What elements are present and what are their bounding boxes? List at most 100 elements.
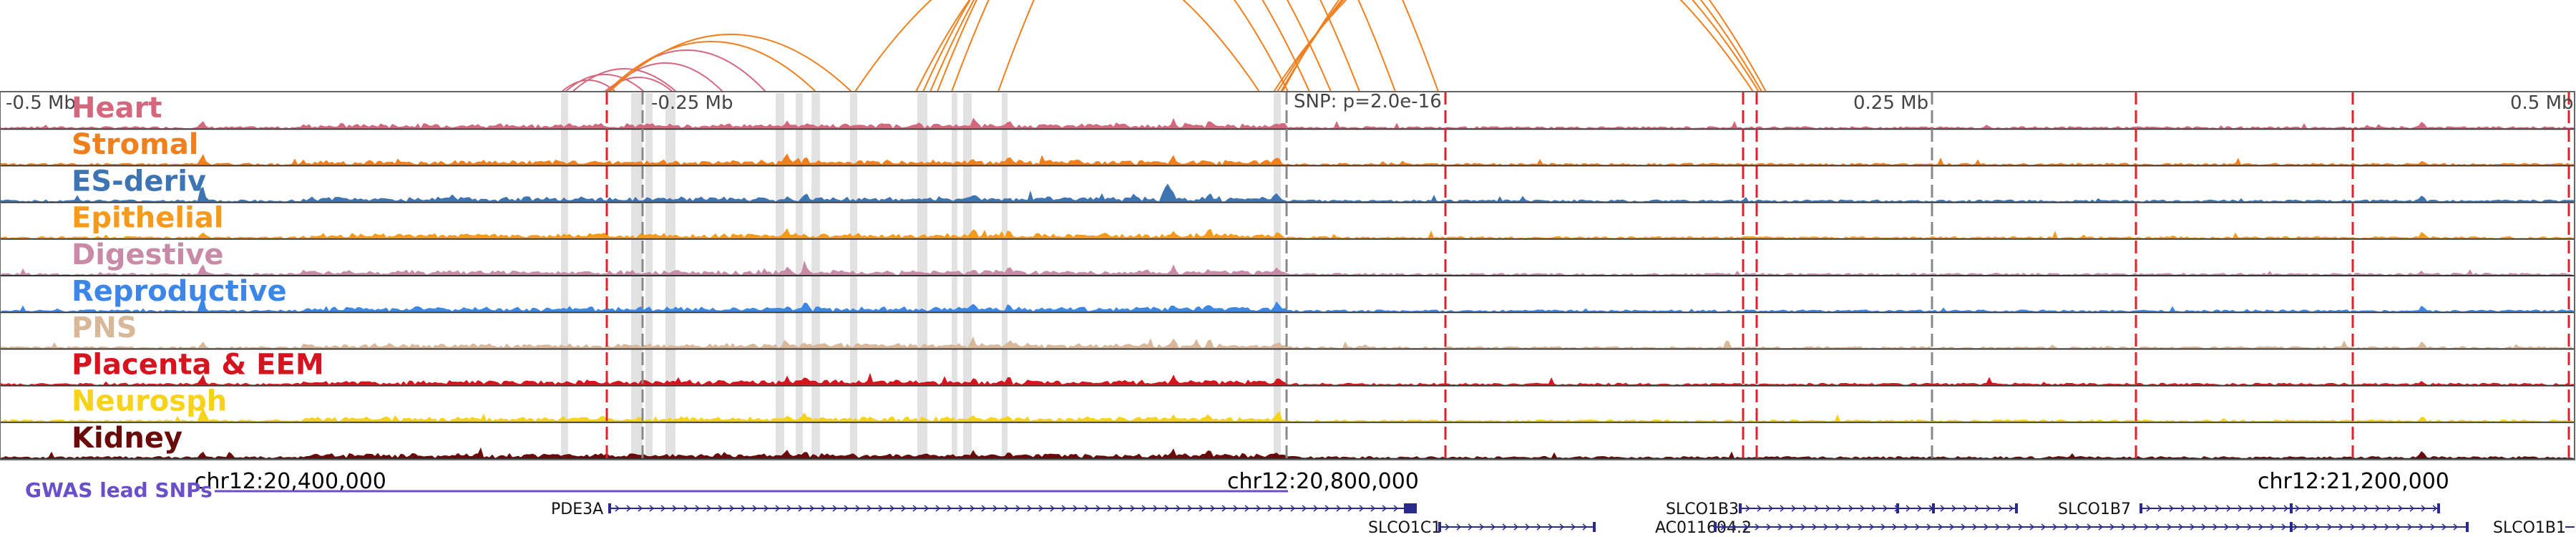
strand-arrow: [1858, 523, 1863, 531]
strand-arrow: [2350, 523, 2356, 531]
track-signal: [0, 153, 2575, 165]
strand-arrow: [1940, 505, 1946, 512]
track-stromal: [0, 153, 2575, 167]
strand-arrow: [1513, 523, 1519, 531]
strand-arrow: [2329, 505, 2335, 512]
strand-arrow: [2386, 505, 2392, 512]
strand-arrow: [1118, 505, 1124, 512]
strand-arrow: [2178, 523, 2184, 531]
strand-arrow: [2235, 523, 2241, 531]
exon: [2437, 503, 2440, 513]
strand-arrow: [660, 505, 666, 512]
track-label: Neurosph: [72, 385, 227, 418]
strand-arrow: [1892, 523, 1898, 531]
exon: [608, 503, 611, 513]
strand-arrow: [1324, 505, 1330, 512]
track-es-deriv: [0, 183, 2575, 203]
strand-arrow: [2157, 505, 2163, 512]
track-panel-border: [0, 91, 2575, 460]
interaction-arc: [997, 0, 1439, 92]
strand-arrow: [752, 505, 758, 512]
track-label: Digestive: [72, 238, 224, 271]
strand-arrow: [706, 505, 712, 512]
strand-arrow: [1502, 523, 1508, 531]
strand-arrow: [1015, 505, 1021, 512]
exon: [1932, 503, 1935, 513]
track-label: Reproductive: [72, 275, 287, 308]
strand-arrow: [2432, 505, 2438, 512]
strand-arrow: [912, 505, 918, 512]
strand-arrow: [1582, 523, 1588, 531]
strand-arrow: [1915, 523, 1921, 531]
strand-arrow: [1846, 523, 1852, 531]
strand-arrow: [1869, 523, 1875, 531]
gene-label-slco1b7: SLCO1B7: [2058, 500, 2131, 518]
strand-arrow: [844, 505, 849, 512]
strand-arrow: [1791, 505, 1797, 512]
strand-arrow: [901, 505, 907, 512]
strand-arrow: [1347, 505, 1353, 512]
strand-arrow: [2260, 505, 2266, 512]
strand-arrow: [1789, 523, 1795, 531]
strand-arrow: [2029, 523, 2035, 531]
exon: [1593, 522, 1596, 532]
strand-arrow: [2249, 505, 2255, 512]
strand-arrow: [1777, 523, 1783, 531]
track-label: Stromal: [72, 128, 199, 161]
strand-arrow: [821, 505, 826, 512]
strand-arrow: [2201, 523, 2207, 531]
strand-arrow: [729, 505, 735, 512]
gene-label-ac011604-2: AC011604.2: [1655, 519, 1752, 537]
strand-arrow: [1780, 505, 1785, 512]
snp-pvalue-label: SNP: p=2.0e-16: [1294, 91, 1442, 112]
track-label: Kidney: [72, 422, 182, 455]
interaction-arc: [1280, 0, 1762, 92]
strand-arrow: [958, 505, 964, 512]
strand-arrow: [2306, 505, 2312, 512]
track-epithelial: [0, 228, 2575, 240]
strand-arrow: [2338, 523, 2344, 531]
strand-arrow: [2169, 505, 2175, 512]
strand-arrow: [1210, 505, 1216, 512]
strand-arrow: [2018, 523, 2024, 531]
strand-arrow: [970, 505, 975, 512]
strand-arrow: [1176, 505, 1181, 512]
strand-arrow: [2247, 523, 2253, 531]
strand-arrow: [2283, 505, 2289, 512]
strand-arrow: [1812, 523, 1818, 531]
strand-arrow: [798, 505, 804, 512]
strand-arrow: [786, 505, 792, 512]
strand-arrow: [718, 505, 723, 512]
strand-arrow: [2155, 523, 2161, 531]
coordinate-right: chr12:21,200,000: [2258, 469, 2449, 494]
interaction-arc: [1277, 0, 1760, 92]
exon: [2290, 522, 2293, 532]
interaction-arc: [922, 0, 1310, 92]
strand-arrow: [1880, 523, 1886, 531]
strand-arrow: [1456, 523, 1462, 531]
strand-arrow: [878, 505, 884, 512]
strand-arrow: [2203, 505, 2209, 512]
strand-arrow: [1972, 523, 1978, 531]
exon: [1714, 522, 1717, 532]
strand-arrow: [2398, 505, 2404, 512]
strand-arrow: [1802, 505, 1808, 512]
track-label: Heart: [72, 92, 162, 125]
strand-arrow: [1141, 505, 1147, 512]
track-label: Placenta & EEM: [72, 348, 324, 381]
strand-arrow: [2238, 505, 2243, 512]
interaction-arc: [572, 68, 677, 92]
gwas-lead-snps-label: GWAS lead SNPs: [25, 478, 213, 502]
strand-arrow: [2132, 523, 2138, 531]
strand-arrow: [924, 505, 930, 512]
strand-arrow: [2421, 505, 2426, 512]
strand-arrow: [2215, 505, 2220, 512]
strand-arrow: [1027, 505, 1033, 512]
strand-arrow: [2409, 505, 2415, 512]
strand-arrow: [1995, 523, 2001, 531]
strand-arrow: [1233, 505, 1239, 512]
strand-arrow: [2327, 523, 2333, 531]
strand-arrow: [1732, 523, 1737, 531]
strand-arrow: [1061, 505, 1067, 512]
strand-arrow: [1525, 523, 1531, 531]
